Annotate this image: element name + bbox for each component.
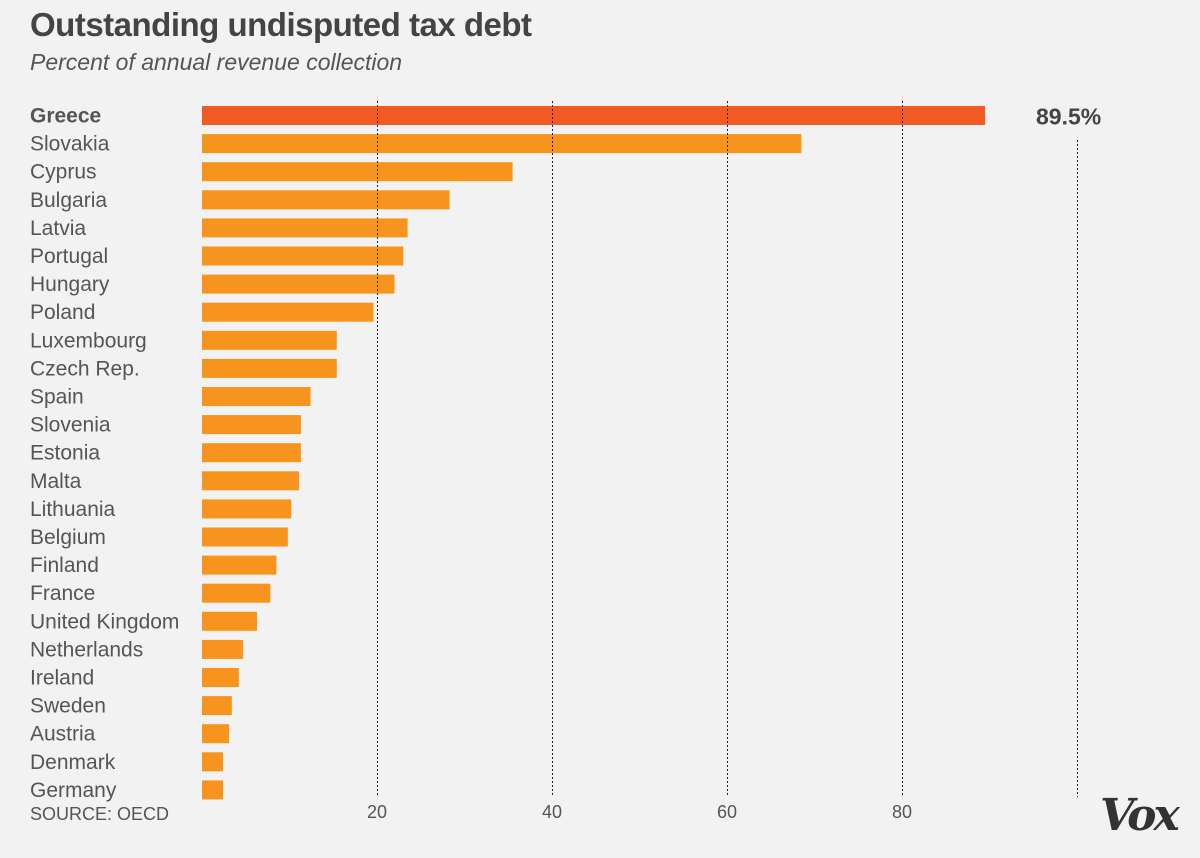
- chart-title: Outstanding undisputed tax debt: [30, 6, 532, 43]
- bar-spain: [202, 387, 311, 406]
- category-label: Bulgaria: [30, 189, 107, 212]
- bar-belgium: [202, 527, 288, 547]
- category-label: Malta: [30, 470, 82, 493]
- category-label: Greece: [30, 105, 101, 128]
- bar-netherlands: [202, 639, 244, 659]
- bar-estonia: [202, 443, 301, 463]
- category-label: Austria: [30, 723, 96, 746]
- bar-austria: [202, 724, 230, 744]
- bar-france: [202, 583, 271, 603]
- vox-logo: Vox: [1100, 790, 1180, 841]
- bar-sweden: [202, 696, 232, 716]
- bar-hungary: [202, 274, 395, 294]
- category-label: Slovenia: [30, 414, 111, 437]
- category-label: Ireland: [30, 667, 94, 690]
- category-label: Belgium: [30, 526, 106, 549]
- x-tick-label-80: 80: [892, 802, 912, 822]
- bar-finland: [202, 555, 277, 575]
- x-tick-label-40: 40: [542, 802, 562, 822]
- bar-cyprus: [202, 162, 513, 182]
- category-label: Spain: [30, 386, 84, 409]
- bar-germany: [202, 780, 223, 800]
- bar-latvia: [202, 218, 408, 238]
- source-note: SOURCE: OECD: [30, 804, 170, 824]
- bar-poland: [202, 302, 374, 322]
- bar-greece: [202, 106, 986, 125]
- category-label: Denmark: [30, 751, 116, 774]
- category-label: Sweden: [30, 695, 106, 718]
- bar-slovenia: [202, 415, 301, 435]
- bar-united-kingdom: [202, 611, 258, 631]
- category-label: Netherlands: [30, 638, 143, 661]
- category-label: Slovakia: [30, 133, 110, 156]
- x-tick-label-60: 60: [717, 802, 737, 822]
- category-label: Latvia: [30, 217, 86, 240]
- category-label: Estonia: [30, 442, 100, 465]
- category-label: United Kingdom: [30, 610, 179, 633]
- bar-luxembourg: [202, 330, 337, 350]
- category-label: Germany: [30, 779, 117, 802]
- bar-slovakia: [202, 134, 802, 154]
- category-label: Czech Rep.: [30, 357, 140, 380]
- category-label: Poland: [30, 301, 95, 324]
- bar-lithuania: [202, 499, 292, 519]
- category-label: Finland: [30, 554, 99, 577]
- category-label: Lithuania: [30, 498, 116, 521]
- category-label: France: [30, 582, 95, 605]
- data-label-greece: 89.5%: [1036, 104, 1101, 130]
- bar-bulgaria: [202, 190, 450, 210]
- chart-subtitle: Percent of annual revenue collection: [30, 49, 403, 75]
- bar-portugal: [202, 246, 404, 266]
- category-label: Cyprus: [30, 161, 97, 184]
- x-tick-label-20: 20: [367, 802, 387, 822]
- bar-ireland: [202, 668, 239, 687]
- category-label: Luxembourg: [30, 329, 147, 352]
- bar-malta: [202, 471, 300, 491]
- bar-denmark: [202, 752, 223, 772]
- bar-czech-rep-: [202, 358, 337, 378]
- category-label: Hungary: [30, 273, 110, 296]
- category-label: Portugal: [30, 245, 108, 268]
